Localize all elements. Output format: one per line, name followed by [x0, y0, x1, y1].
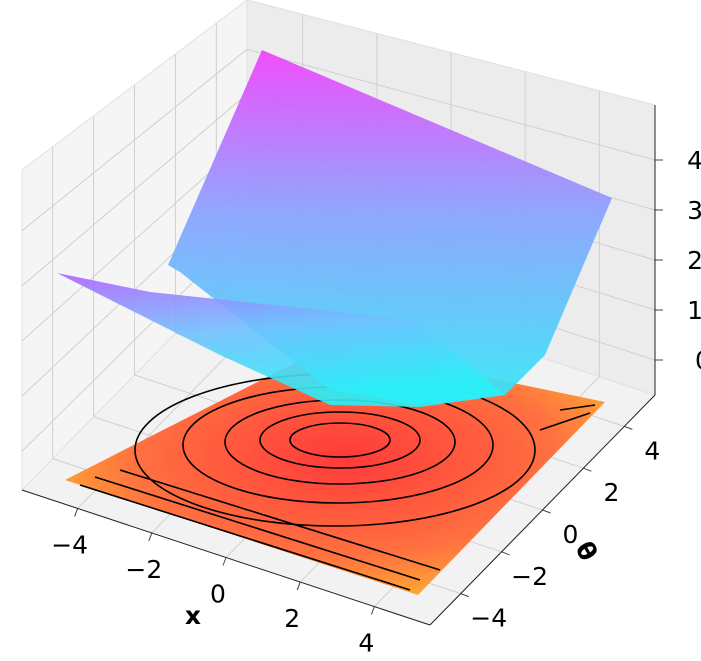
grid-line: [246, 48, 656, 161]
x-tick-label: 4: [358, 629, 374, 657]
x-tick: [148, 532, 153, 542]
y-tick: [460, 593, 469, 598]
z-tick-label: 20: [687, 246, 701, 275]
contour-plane: [65, 345, 605, 595]
y-axis-line: [429, 394, 656, 626]
y-tick-label: 4: [644, 436, 660, 465]
y-tick-label: −4: [470, 604, 507, 633]
x-tick-label: −4: [51, 530, 88, 559]
x-tick: [222, 557, 227, 566]
y-tick-label: −2: [511, 562, 548, 591]
x-tick: [296, 581, 301, 591]
surface: [57, 50, 612, 407]
x-tick: [74, 508, 79, 517]
z-tick-label: 30: [687, 196, 701, 225]
x-tick-label: 0: [210, 580, 226, 609]
y-tick: [624, 425, 633, 430]
y-tick: [501, 551, 510, 556]
x-tick-label: 2: [284, 604, 300, 633]
z-tick-label: 10: [687, 296, 701, 325]
grid-line: [21, 48, 248, 232]
x-axis-label: x: [185, 601, 201, 630]
x-tick: [370, 606, 375, 615]
grid-line: [21, 93, 248, 287]
x-tick-label: −2: [125, 555, 162, 584]
y-tick-label: 0: [563, 520, 579, 549]
z-tick-label: 0: [695, 346, 701, 375]
y-tick: [542, 509, 551, 514]
surface-front: [57, 273, 505, 407]
y-tick: [583, 467, 592, 472]
z-tick-label: 40: [687, 146, 701, 175]
x-axis-line: [21, 489, 431, 626]
y-tick-label: 2: [603, 478, 619, 507]
contour-fill: [65, 345, 605, 595]
